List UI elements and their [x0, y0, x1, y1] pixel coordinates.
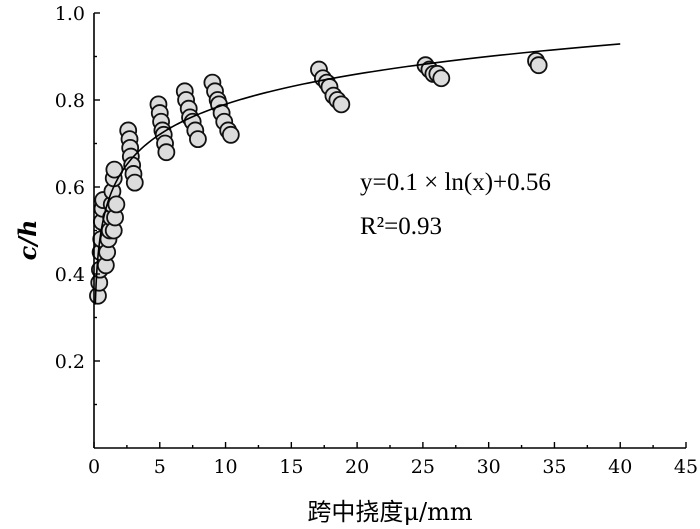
data-points [89, 51, 548, 305]
y-tick-label: 0.6 [55, 177, 85, 199]
x-axis-ticks: 0 5 10 15 20 25 30 35 40 45 [88, 442, 698, 478]
r-squared-label: R²=0.93 [360, 213, 442, 240]
fit-curve [94, 43, 621, 305]
x-tick-label: 30 [477, 456, 501, 478]
x-tick-label: 25 [411, 456, 435, 478]
y-tick-label: 0.4 [55, 264, 85, 286]
x-tick-label: 0 [88, 456, 100, 478]
data-point [332, 95, 351, 114]
x-tick-label: 40 [608, 456, 632, 478]
data-point [107, 195, 126, 214]
y-tick-label: 0.2 [55, 351, 85, 373]
fit-equation: y=0.1 × ln(x)+0.56 [360, 169, 551, 196]
y-axis-ticks: 0.2 0.4 0.6 0.8 1.0 [55, 3, 100, 406]
x-tick-label: 20 [345, 456, 369, 478]
data-point [189, 130, 207, 149]
x-tick-label: 5 [154, 456, 166, 478]
data-point [432, 69, 451, 88]
x-tick-label: 15 [279, 456, 303, 478]
data-point [529, 56, 548, 75]
x-axis-title: 跨中挠度μ/mm [307, 498, 472, 526]
x-tick-label: 45 [674, 456, 698, 478]
data-point [125, 173, 144, 192]
y-axis-title: c/h [13, 220, 42, 261]
y-tick-label: 0.8 [55, 90, 85, 112]
data-point [157, 143, 176, 162]
x-tick-label: 35 [542, 456, 566, 478]
y-tick-label: 1.0 [55, 3, 85, 25]
x-tick-label: 10 [213, 456, 237, 478]
data-point [221, 125, 240, 144]
